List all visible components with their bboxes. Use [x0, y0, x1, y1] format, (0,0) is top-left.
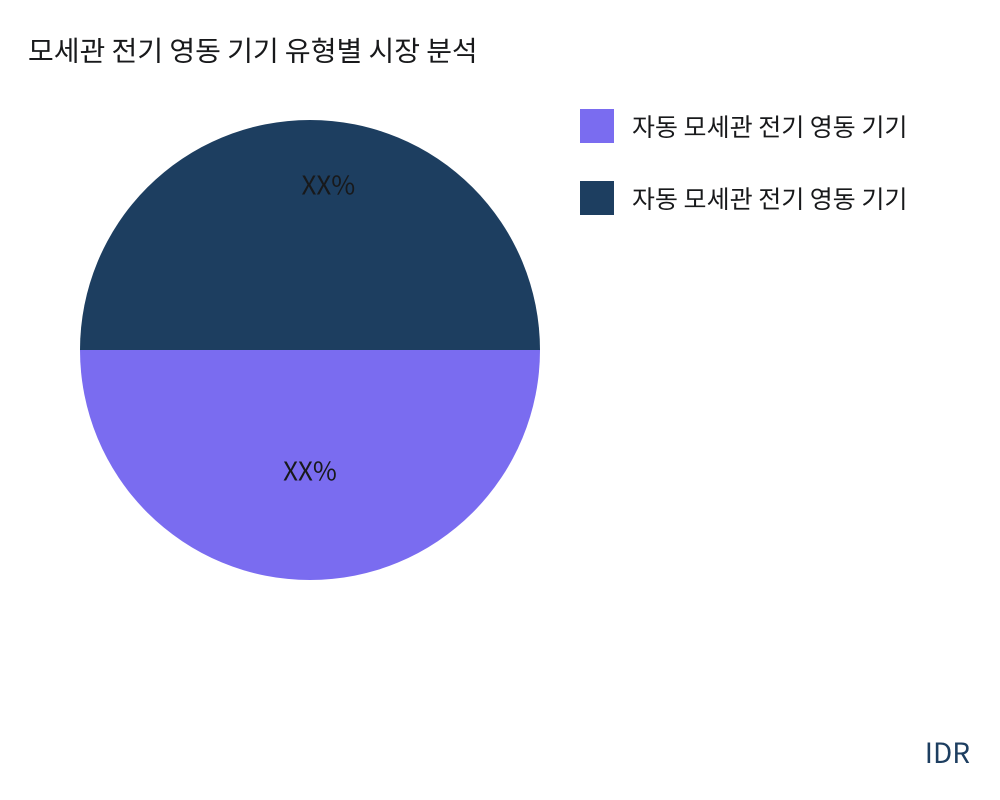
- chart-title: 모세관 전기 영동 기기 유형별 시장 분석: [28, 30, 478, 70]
- pie-chart: XX% XX%: [80, 120, 540, 580]
- legend-label: 자동 모세관 전기 영동 기기: [632, 108, 907, 144]
- footer-source-label: IDR: [925, 732, 970, 772]
- slice-label-top: XX%: [302, 166, 356, 203]
- legend-swatch-icon: [580, 181, 614, 215]
- legend-item: 자동 모세관 전기 영동 기기: [580, 108, 907, 144]
- slice-label-bottom: XX%: [283, 451, 337, 488]
- legend-label: 자동 모세관 전기 영동 기기: [632, 180, 907, 216]
- legend: 자동 모세관 전기 영동 기기 자동 모세관 전기 영동 기기: [580, 108, 907, 216]
- legend-swatch-icon: [580, 109, 614, 143]
- legend-item: 자동 모세관 전기 영동 기기: [580, 180, 907, 216]
- chart-container: 모세관 전기 영동 기기 유형별 시장 분석 XX% XX% 자동 모세관 전기…: [0, 0, 1000, 800]
